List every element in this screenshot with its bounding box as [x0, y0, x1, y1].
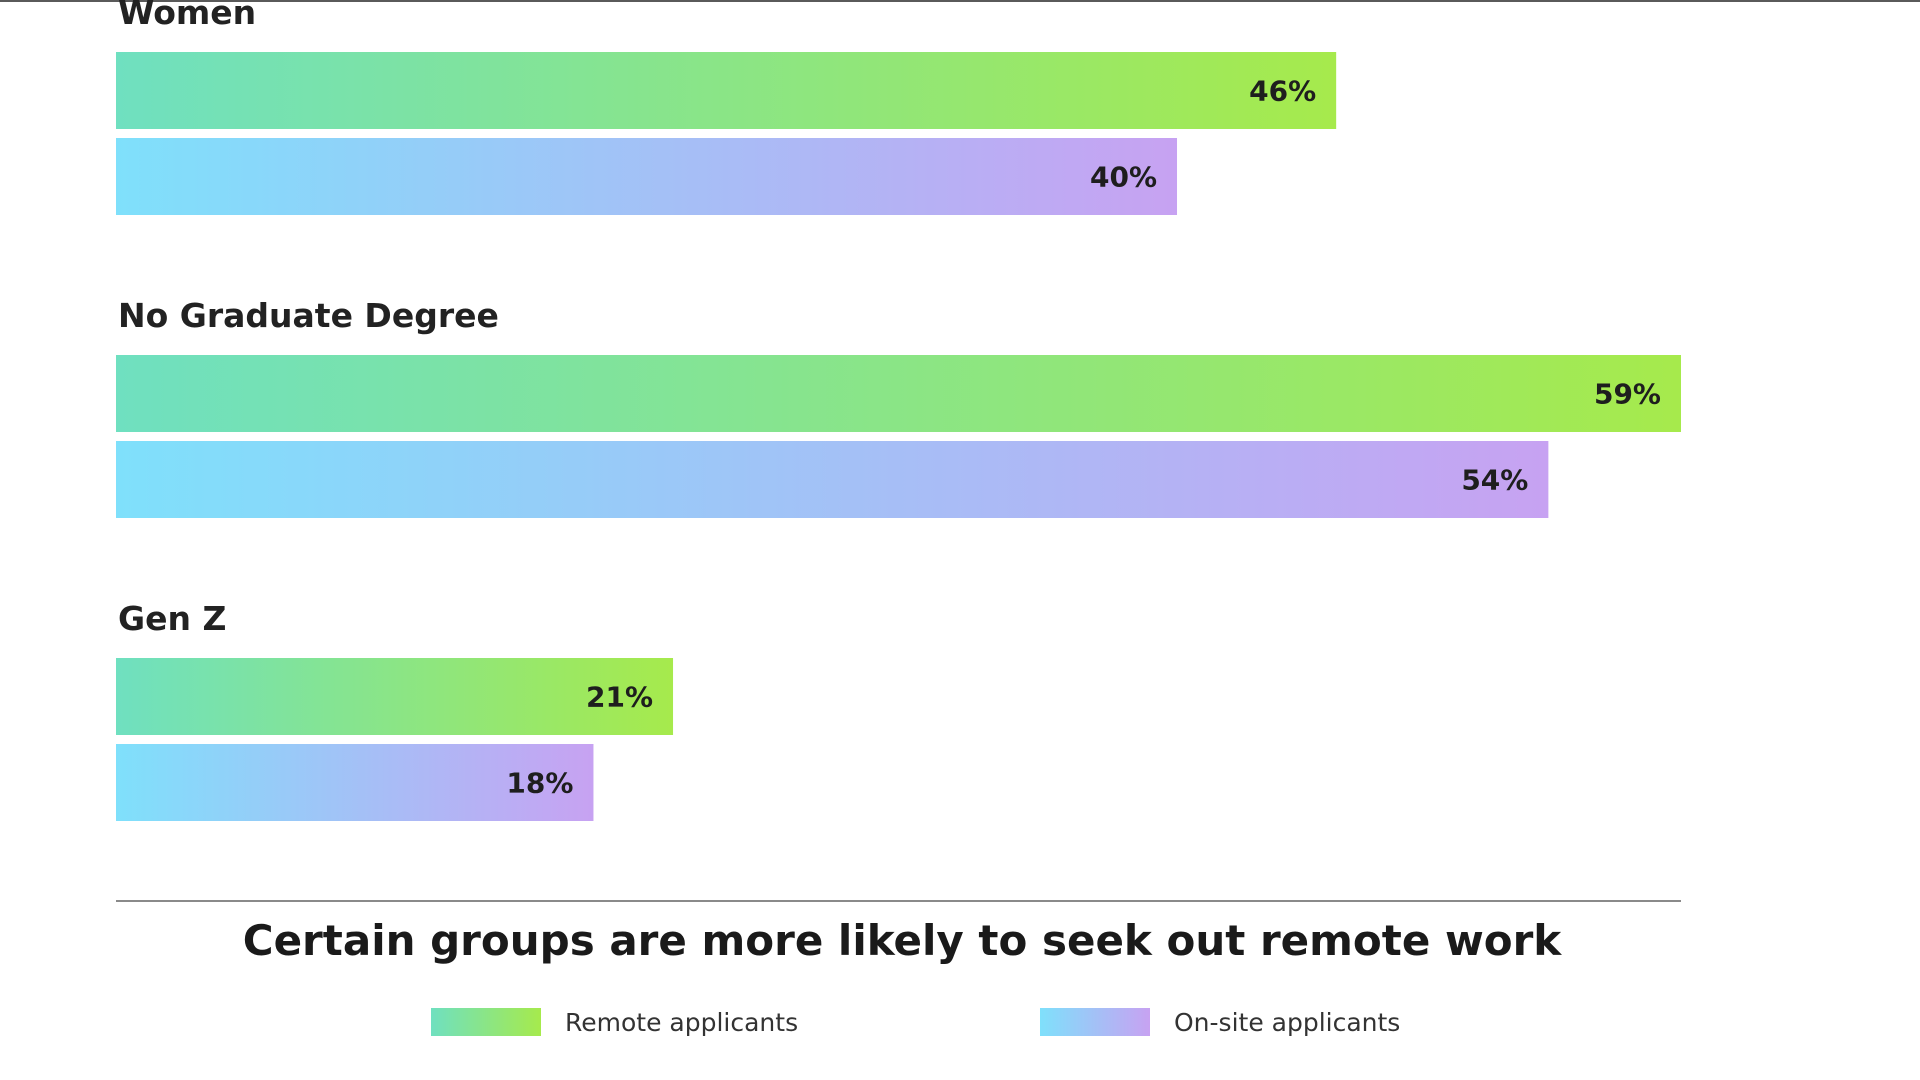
- legend: Remote applicants On-site applicants: [431, 1008, 1400, 1037]
- bar-remote-women: [116, 52, 1337, 129]
- plot-area: Women 46% 40% No Graduate Degree 59% 54% Gen Z…: [116, 0, 1681, 821]
- legend-swatch-onsite: [1040, 1008, 1150, 1036]
- bar-onsite-women: [116, 138, 1178, 215]
- bar-onsite-no-graduate-degree: [116, 441, 1549, 518]
- bar-remote-no-graduate-degree: [116, 355, 1681, 432]
- category-label-no-graduate-degree: No Graduate Degree: [118, 296, 499, 335]
- category-label-women: Women: [118, 0, 256, 32]
- legend-label-remote: Remote applicants: [565, 1008, 798, 1037]
- legend-swatch-remote: [431, 1008, 541, 1036]
- legend-label-onsite: On-site applicants: [1174, 1008, 1400, 1037]
- bar-value-onsite-women: 40%: [1090, 161, 1157, 194]
- bar-value-remote-gen-z: 21%: [586, 681, 653, 714]
- bar-value-remote-women: 46%: [1249, 75, 1316, 108]
- bar-value-onsite-gen-z: 18%: [506, 767, 573, 800]
- bar-value-remote-no-graduate-degree: 59%: [1594, 378, 1661, 411]
- top-rule: [0, 0, 1920, 2]
- bar-value-onsite-no-graduate-degree: 54%: [1461, 464, 1528, 497]
- bar-remote-gen-z: [116, 658, 674, 735]
- category-label-gen-z: Gen Z: [118, 599, 226, 638]
- bar-onsite-gen-z: [116, 744, 594, 821]
- chart-title: Certain groups are more likely to seek o…: [243, 916, 1563, 965]
